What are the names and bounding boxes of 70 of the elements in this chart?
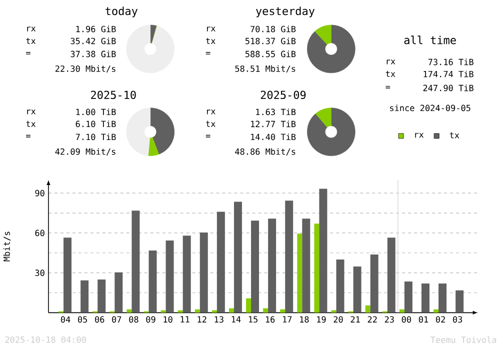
text: = [26,135,30,138]
x-tick-label: 03 [453,316,462,323]
y-tick-label: 60 [35,230,44,236]
legend-label: tx [450,132,460,138]
text: 37.38 GiB [70,50,116,58]
text: 22.30 Mbit/s [55,65,116,73]
text: tx [26,121,36,128]
x-tick-label: 21 [350,316,360,323]
x-tick-label: 17 [283,316,292,323]
x-tick-label: 15 [248,316,258,323]
text: = [386,86,390,89]
text: = [206,52,210,55]
x-tick-label: 12 [198,316,206,323]
x-tick-label: 05 [78,316,87,323]
x-tick-label: 18 [300,316,309,323]
text: rx [27,110,36,114]
text: rx [207,110,216,114]
x-tick-label: 11 [180,316,190,323]
text: 70.18 GiB [250,26,296,32]
chart-title: today [106,6,138,18]
text: 12.77 TiB [251,120,296,128]
x-tick-label: 22 [368,316,377,323]
text: 73.16 TiB [428,58,474,66]
text: 58.51 Mbit/s [235,65,296,73]
text: 35.42 GiB [70,38,116,44]
legend-label: rx [415,133,424,138]
text: = [206,135,210,138]
text: 518.37 GiB [245,38,296,44]
text: = [26,52,30,55]
text: tx [26,38,36,44]
text: 174.74 TiB [424,70,474,78]
text: 1.00 TiB [76,108,116,116]
text: 1.63 TiB [256,108,296,116]
x-tick-label: 01 [418,316,428,323]
y-axis-title: Mbit/s [3,232,11,262]
text: 48.86 Mbit/s [235,148,296,156]
text: since 2024-09-05 [390,104,470,112]
text: 7.10 TiB [76,134,116,140]
text: rx [207,26,216,32]
x-tick-label: 10 [164,316,172,323]
chart-title: 2025-09 [260,90,306,100]
text: 14.40 TiB [251,134,296,140]
x-tick-label: 08 [129,316,138,323]
y-tick-label: 30 [35,270,44,276]
x-tick-label: 14 [232,316,241,323]
text: rx [27,26,36,32]
chart-title: yesterday [256,6,315,18]
x-tick-label: 00 [402,316,411,323]
text: 588.55 GiB [245,50,296,58]
x-tick-label: 02 [436,316,445,323]
x-tick-label: 13 [214,316,224,323]
x-tick-label: 04 [60,316,70,323]
text: 6.10 TiB [76,120,116,128]
text: tx [386,71,396,78]
text: 247.90 TiB [423,84,474,92]
x-tick-label: 09 [146,316,156,323]
text: tx [206,121,216,128]
chart-title: 2025-10 [91,90,136,100]
text: rx [386,60,396,64]
text: 1.96 GiB [76,26,116,32]
x-tick-label: 07 [112,316,122,323]
text: tx [206,38,216,44]
x-tick-label: 16 [266,316,275,323]
text: all time [404,36,456,44]
x-tick-label: 06 [95,316,104,323]
y-tick-label: 90 [35,190,44,196]
x-tick-label: 23 [384,316,394,323]
text: 42.09 Mbit/s [55,148,116,156]
x-tick-label: 20 [334,316,343,323]
x-tick-label: 19 [317,316,326,323]
